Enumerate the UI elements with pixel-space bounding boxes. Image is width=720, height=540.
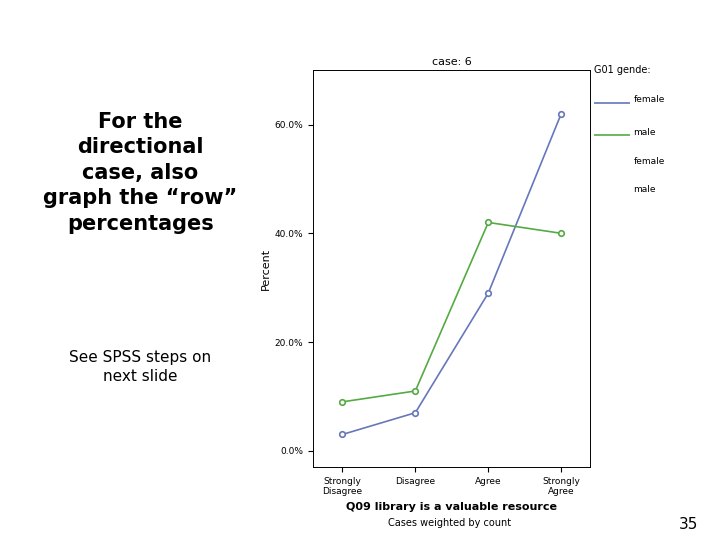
Text: 35: 35 — [679, 517, 698, 532]
X-axis label: Q09 library is a valuable resource: Q09 library is a valuable resource — [346, 502, 557, 512]
Text: male: male — [634, 185, 656, 193]
Title: case: 6: case: 6 — [432, 57, 472, 66]
Text: male: male — [634, 128, 656, 137]
Text: See SPSS steps on
next slide: See SPSS steps on next slide — [69, 350, 212, 384]
Text: For the
directional
case, also
graph the “row”
percentages: For the directional case, also graph the… — [43, 112, 238, 234]
Text: Cases weighted by count: Cases weighted by count — [388, 518, 512, 529]
Text: female: female — [634, 158, 665, 166]
Y-axis label: Percent: Percent — [261, 247, 271, 290]
Text: G01 gende:: G01 gende: — [594, 65, 651, 75]
Text: female: female — [634, 96, 665, 104]
